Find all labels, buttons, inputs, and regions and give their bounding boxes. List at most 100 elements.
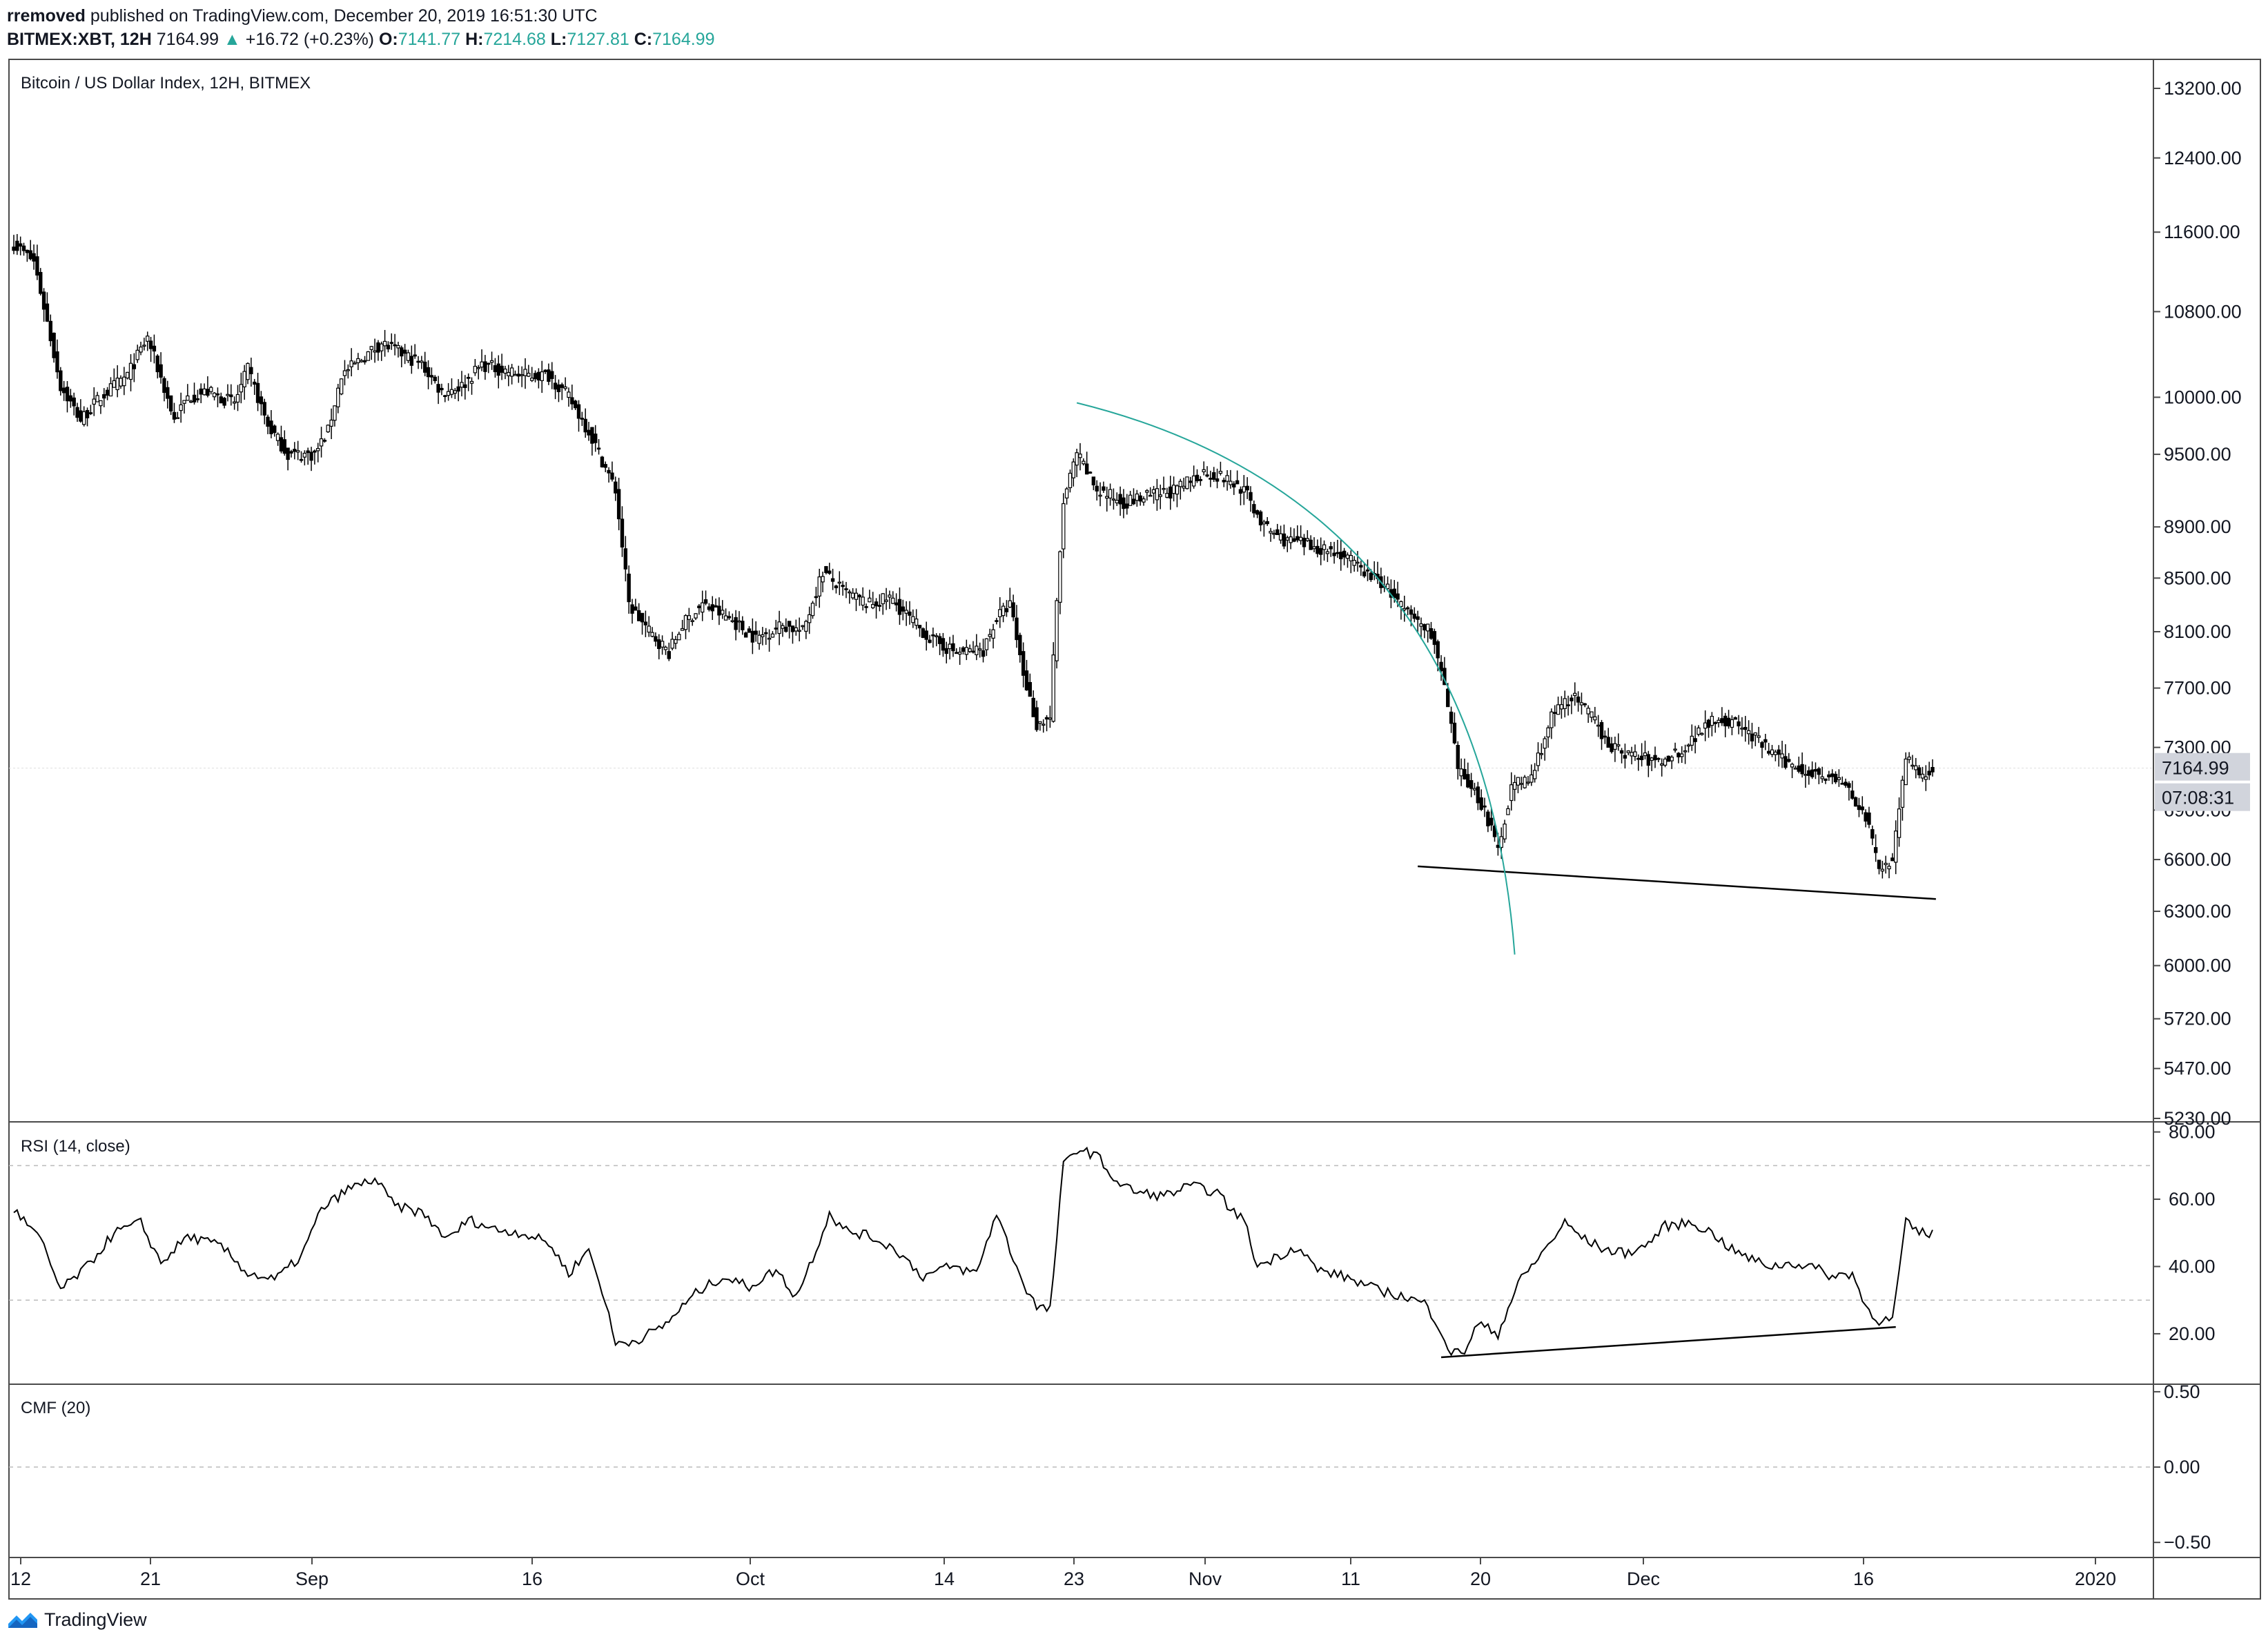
support-line[interactable] [1418,865,1936,900]
candle [935,633,939,647]
candle [72,392,76,416]
candle [253,378,257,396]
low-value: 7127.81 [567,30,629,49]
candle [1035,700,1039,732]
candle [1011,594,1015,621]
candle [232,396,237,410]
candle [680,619,685,631]
rsi-axis[interactable]: 80.00 60.00 40.00 20.00 [2153,1122,2216,1344]
candle [743,631,748,638]
candle [393,333,397,356]
candle [1780,740,1784,768]
candle [1910,755,1915,770]
footer-brand[interactable]: TradingView [44,1609,147,1630]
candle [807,606,812,634]
candle [523,358,527,389]
candle [1282,524,1287,550]
candle [1927,761,1931,780]
candle [1278,525,1283,544]
candle [28,240,32,261]
candle [1218,461,1223,476]
candle [623,536,628,582]
candle [964,639,969,661]
candle [1599,719,1604,750]
candle [1269,527,1273,542]
candle [266,414,270,434]
time-tick-label: 20 [1470,1569,1491,1589]
time-axis[interactable]: 12 21 Sep 16 Oct 14 23 Nov 11 20 Dec 16 2020 [10,1557,2116,1589]
candle [1556,697,1561,715]
price-tick-label: 6300.00 [2164,901,2231,922]
parabolic-arc[interactable] [1076,402,1516,955]
candle [119,375,123,389]
candle [824,565,828,575]
rsi-support-line[interactable] [1440,1326,1896,1359]
candle [634,599,638,611]
candle [710,596,714,621]
candle [1122,489,1126,518]
candle [1165,487,1169,498]
price-axis[interactable]: 13200.00 12400.00 11600.00 10800.00 10000.00… [2153,78,2242,1129]
candle [142,338,146,351]
candle [1472,782,1477,796]
candle [275,432,280,446]
candle [620,506,625,557]
candle [1449,706,1454,733]
author-name[interactable]: rremoved [7,6,86,26]
candle [848,589,852,604]
candle [182,400,186,414]
candle [1292,528,1296,543]
candle [1837,769,1841,787]
candle [1405,605,1410,616]
candle [1148,487,1153,497]
candle [1262,519,1267,537]
candle [289,449,293,458]
countdown-value: 07:08:31 [2162,788,2234,808]
candle [955,648,959,654]
candle [757,630,761,650]
candle [1151,485,1156,504]
candle [255,372,260,411]
candle [1202,461,1206,476]
candle [112,368,116,388]
candle [1062,493,1066,559]
candle [1833,771,1838,784]
candle [914,609,919,630]
candle [1797,756,1801,774]
footer: TradingView [7,1609,147,1631]
candle [797,617,801,641]
open-label: O: [378,30,398,49]
cmf-axis[interactable]: 0.50 0.00 −0.50 [2153,1381,2211,1553]
candle [135,344,139,363]
candle [1342,547,1347,565]
candle [897,587,902,625]
candle [1095,480,1099,501]
candle [413,344,417,359]
candle [1743,715,1748,742]
tradingview-logo-icon[interactable] [7,1609,39,1631]
candle [1038,721,1042,731]
drawings[interactable] [1076,402,1936,955]
candle [1339,539,1343,571]
candle [977,642,982,658]
time-tick-label: Oct [736,1569,765,1589]
last-price: 7164.99 [156,30,219,49]
candle [1469,773,1474,797]
candle [533,370,538,382]
candle [282,430,286,456]
candle [576,400,581,432]
candle [968,644,972,653]
candle [660,635,665,655]
candle [583,408,587,438]
candle [587,421,591,441]
time-tick-label: 14 [934,1569,955,1589]
candle [550,362,554,389]
candle [55,339,59,379]
candle [650,627,654,638]
candle [1653,746,1657,768]
candle [179,392,183,423]
candle [406,349,411,363]
candle [888,590,892,610]
candle [944,641,948,663]
